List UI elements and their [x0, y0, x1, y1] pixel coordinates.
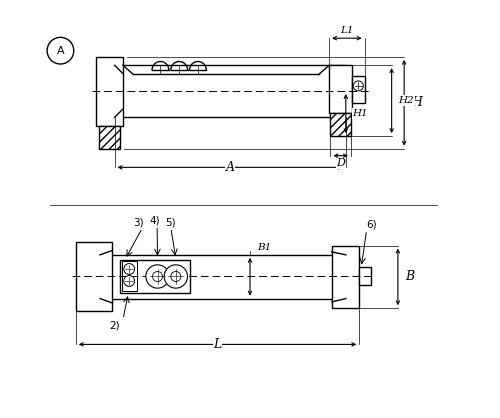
Bar: [330, 113, 351, 136]
Bar: [332, 246, 359, 308]
Text: A: A: [226, 161, 234, 174]
Bar: [96, 57, 123, 126]
Circle shape: [354, 81, 364, 91]
Text: D: D: [336, 158, 345, 168]
Circle shape: [152, 272, 162, 281]
Bar: [100, 255, 346, 298]
Bar: [329, 65, 352, 113]
Bar: [114, 65, 346, 117]
Text: B1: B1: [258, 243, 272, 252]
Text: L1: L1: [340, 26, 353, 35]
Circle shape: [146, 265, 169, 288]
Circle shape: [124, 275, 134, 286]
Bar: [122, 262, 136, 291]
Bar: [352, 76, 364, 103]
Text: 3): 3): [133, 218, 143, 228]
Bar: [359, 268, 371, 285]
Bar: [76, 242, 112, 311]
Text: H: H: [412, 96, 422, 109]
Text: L: L: [214, 338, 222, 351]
Circle shape: [164, 265, 188, 288]
Text: B: B: [406, 270, 414, 283]
Circle shape: [124, 264, 134, 274]
Text: H2: H2: [398, 96, 414, 105]
Text: A: A: [56, 46, 64, 56]
Circle shape: [171, 272, 181, 281]
Text: 2): 2): [110, 321, 120, 331]
Text: 6): 6): [366, 220, 377, 230]
Bar: [120, 260, 190, 293]
Text: 5): 5): [164, 218, 175, 228]
Text: 4): 4): [150, 216, 160, 226]
Bar: [99, 126, 120, 148]
Text: H1: H1: [352, 109, 368, 118]
